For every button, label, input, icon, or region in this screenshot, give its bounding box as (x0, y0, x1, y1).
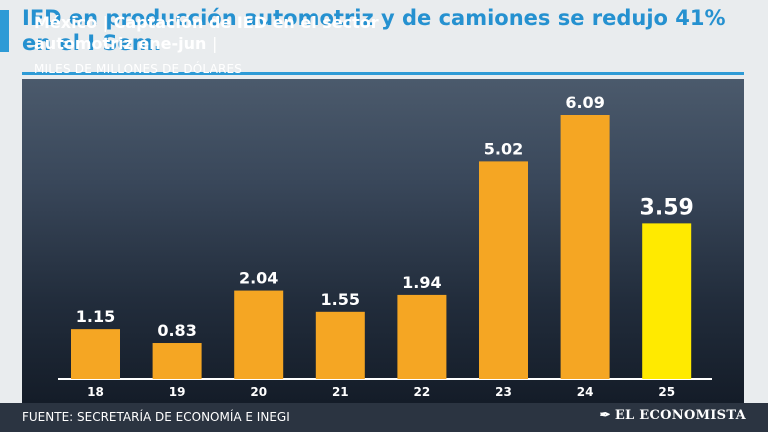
value-label-22: 1.94 (402, 273, 441, 292)
x-tick-label-25: 25 (658, 385, 675, 399)
chart-subtitle: México | Captación de IED en el sector a… (34, 12, 434, 54)
x-tick-label-18: 18 (87, 385, 104, 399)
bar-21 (315, 311, 365, 379)
x-tick-label-21: 21 (332, 385, 349, 399)
footer-bar: FUENTE: SECRETARÍA DE ECONOMÍA E INEGI ✒… (0, 403, 768, 432)
x-tick-label-19: 19 (169, 385, 186, 399)
brand-logo: ✒ EL ECONOMISTA (600, 408, 746, 423)
bar-25 (642, 223, 692, 379)
source-note: FUENTE: SECRETARÍA DE ECONOMÍA E INEGI (22, 410, 290, 424)
value-label-20: 2.04 (239, 269, 278, 288)
value-label-23: 5.02 (484, 139, 523, 158)
bar-20 (234, 290, 284, 379)
chart-panel (22, 79, 744, 403)
value-label-19: 0.83 (157, 321, 196, 340)
x-tick-label-22: 22 (414, 385, 431, 399)
bar-18 (71, 329, 120, 379)
bar-19 (152, 343, 202, 379)
chart-units-label: MILES DE MILLONES DE DÓLARES (34, 62, 243, 76)
subtitle-separator-end: | (211, 34, 218, 53)
pen-nib-logo-icon: ✒ (599, 408, 611, 423)
value-label-24: 6.09 (565, 93, 604, 112)
headline: IED en producción automotriz y de camion… (22, 6, 726, 55)
bar-23 (479, 161, 528, 379)
brand-name: EL ECONOMISTA (614, 408, 746, 423)
value-label-25: 3.59 (640, 195, 694, 220)
bar-24 (560, 115, 610, 379)
headline-divider (22, 72, 744, 75)
headline-accent-bar (0, 10, 9, 52)
value-label-21: 1.55 (321, 290, 360, 309)
subtitle-description: Captación de IED en el sector automotriz… (34, 13, 379, 53)
value-label-18: 1.15 (76, 307, 115, 326)
bar-22 (397, 294, 447, 379)
subtitle-country: México (34, 13, 98, 32)
x-tick-label-23: 23 (495, 385, 512, 399)
x-tick-label-20: 20 (250, 385, 267, 399)
subtitle-separator: | (102, 13, 109, 32)
x-tick-label-24: 24 (577, 385, 594, 399)
